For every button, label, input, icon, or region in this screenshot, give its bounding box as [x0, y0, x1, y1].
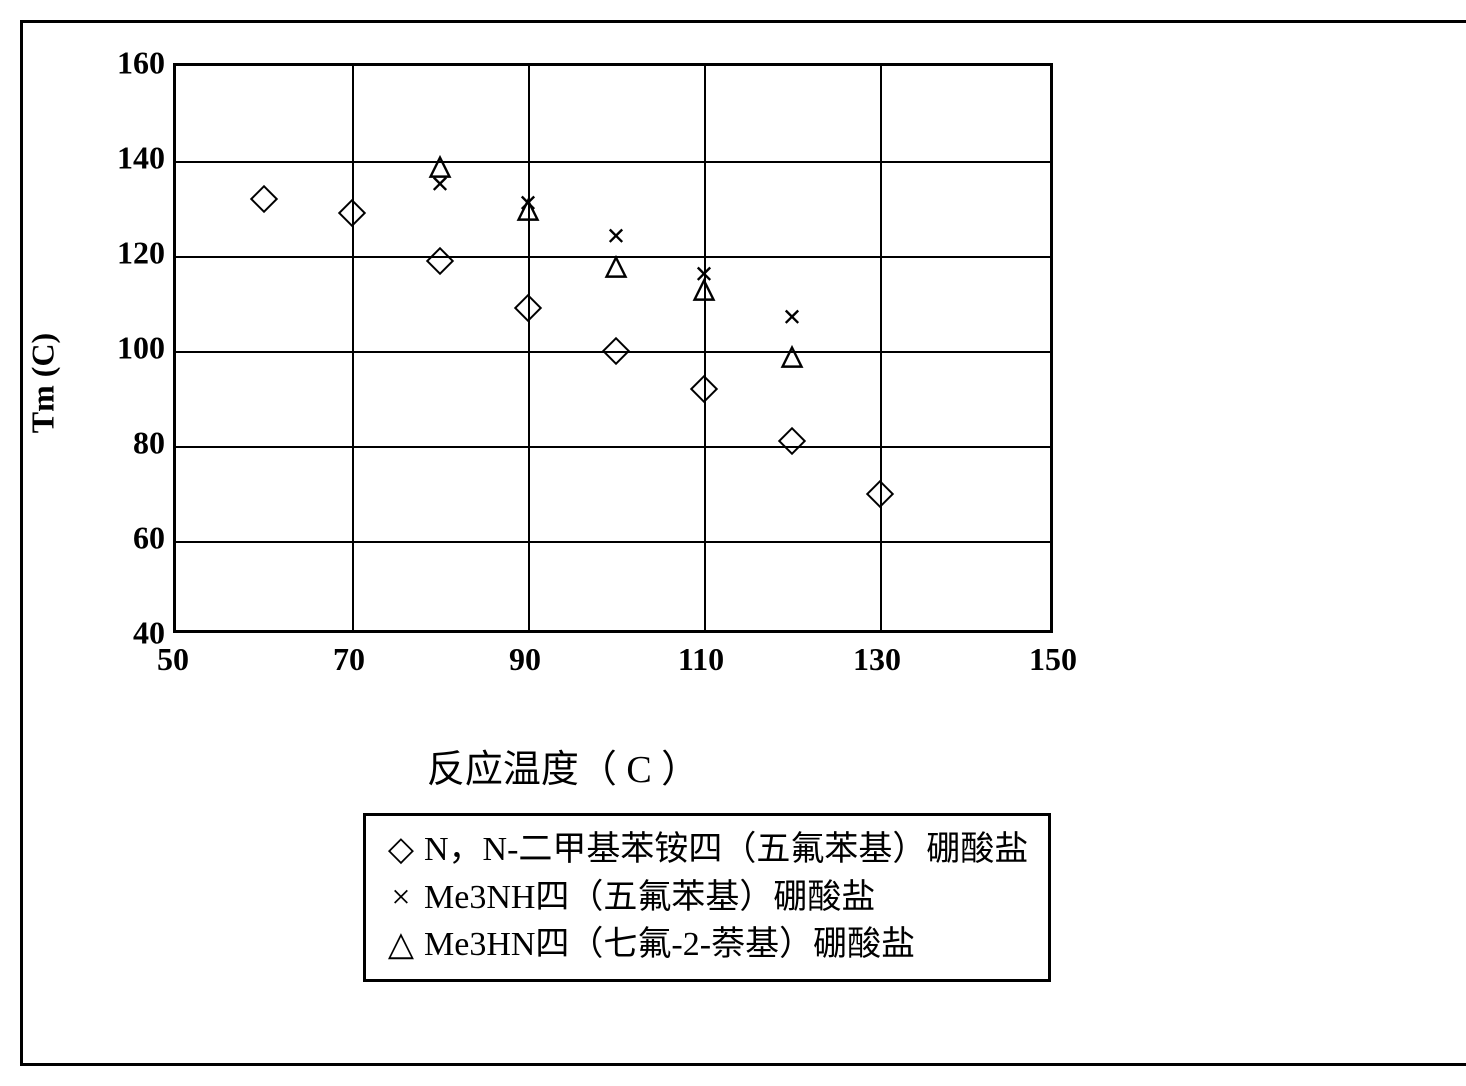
legend: ◇ N，N-二甲基苯铵四（五氟苯基）硼酸盐 × Me3NH四（五氟苯基）硼酸盐 … — [363, 813, 1051, 982]
y-tick-label: 80 — [133, 425, 165, 462]
data-point: × — [430, 168, 449, 202]
gridline-vertical — [528, 66, 530, 630]
gridline-horizontal — [176, 351, 1050, 353]
triangle-icon: △ — [386, 921, 416, 969]
x-tick-label: 90 — [509, 641, 541, 678]
diamond-icon: ◇ — [386, 826, 416, 874]
x-tick-label: 110 — [678, 641, 724, 678]
legend-item: △ Me3HN四（七氟-2-萘基）硼酸盐 — [386, 921, 1028, 969]
legend-item-label: Me3NH四（五氟苯基）硼酸盐 — [424, 874, 875, 922]
legend-item-label: N，N-二甲基苯铵四（五氟苯基）硼酸盐 — [424, 826, 1028, 874]
y-tick-label: 40 — [133, 615, 165, 652]
gridline-horizontal — [176, 256, 1050, 258]
y-axis-label: Tm (C) — [25, 333, 62, 433]
x-tick-label: 70 — [333, 641, 365, 678]
gridline-horizontal — [176, 161, 1050, 163]
y-tick-label: 140 — [117, 140, 165, 177]
gridline-vertical — [352, 66, 354, 630]
x-icon: × — [386, 874, 416, 922]
data-point: △ — [781, 342, 803, 370]
y-tick-label: 120 — [117, 235, 165, 272]
data-point: × — [606, 220, 625, 254]
figure-frame: Tm (C) ×××××△△△△△ 反应温度（ C ） 507090110130… — [20, 20, 1466, 1066]
data-point: △ — [429, 152, 451, 180]
data-point: × — [782, 301, 801, 335]
y-tick-label: 60 — [133, 520, 165, 557]
gridline-vertical — [704, 66, 706, 630]
legend-item: ◇ N，N-二甲基苯铵四（五氟苯基）硼酸盐 — [386, 826, 1028, 874]
chart-wrapper: Tm (C) ×××××△△△△△ 反应温度（ C ） 507090110130… — [53, 43, 1073, 723]
gridline-horizontal — [176, 446, 1050, 448]
legend-item: × Me3NH四（五氟苯基）硼酸盐 — [386, 874, 1028, 922]
x-axis-label: 反应温度（ C ） — [427, 738, 699, 793]
x-tick-label: 130 — [853, 641, 901, 678]
gridline-horizontal — [176, 541, 1050, 543]
y-tick-label: 160 — [117, 45, 165, 82]
legend-item-label: Me3HN四（七氟-2-萘基）硼酸盐 — [424, 921, 915, 969]
y-tick-label: 100 — [117, 330, 165, 367]
x-tick-label: 150 — [1029, 641, 1077, 678]
plot-area: ×××××△△△△△ — [173, 63, 1053, 633]
gridline-vertical — [880, 66, 882, 630]
